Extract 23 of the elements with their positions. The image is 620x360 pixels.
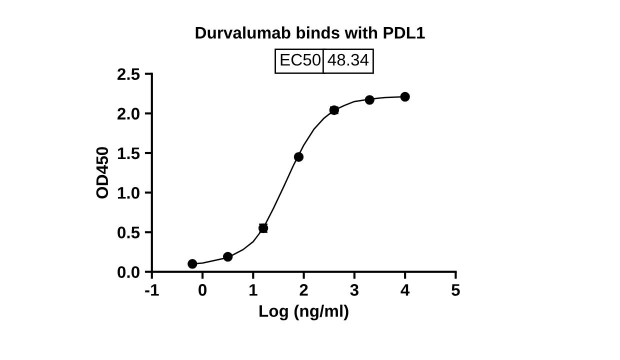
point <box>364 95 374 105</box>
point <box>188 259 198 269</box>
y-tick-label: 1.5 <box>118 148 140 160</box>
text: EC50 <box>280 54 321 66</box>
y-tick-label: 2.0 <box>118 108 140 120</box>
x-tick-label: -1 <box>145 284 159 296</box>
point <box>400 92 410 102</box>
chart-title: Durvalumab binds with PDL1 <box>196 26 425 39</box>
y-tick-label: 0.0 <box>118 266 140 278</box>
point <box>222 252 233 262</box>
y-tick-label: 2.5 <box>118 68 140 80</box>
x-tick-label: 1 <box>250 284 258 296</box>
x-tick-label: 3 <box>350 284 358 296</box>
x-tick-label: 4 <box>400 284 410 296</box>
text: 48.34 <box>328 54 369 66</box>
x-tick-label: 5 <box>452 284 460 296</box>
x-tick-label: 0 <box>198 284 206 296</box>
y-tick-label: 1.0 <box>118 187 140 199</box>
x-tick-label: 2 <box>300 284 308 296</box>
point <box>294 152 304 162</box>
x-axis-title: Log (ng/ml) <box>260 304 348 320</box>
y-tick-label: 0.5 <box>118 226 140 238</box>
y-axis-title: OD450 <box>96 147 108 199</box>
